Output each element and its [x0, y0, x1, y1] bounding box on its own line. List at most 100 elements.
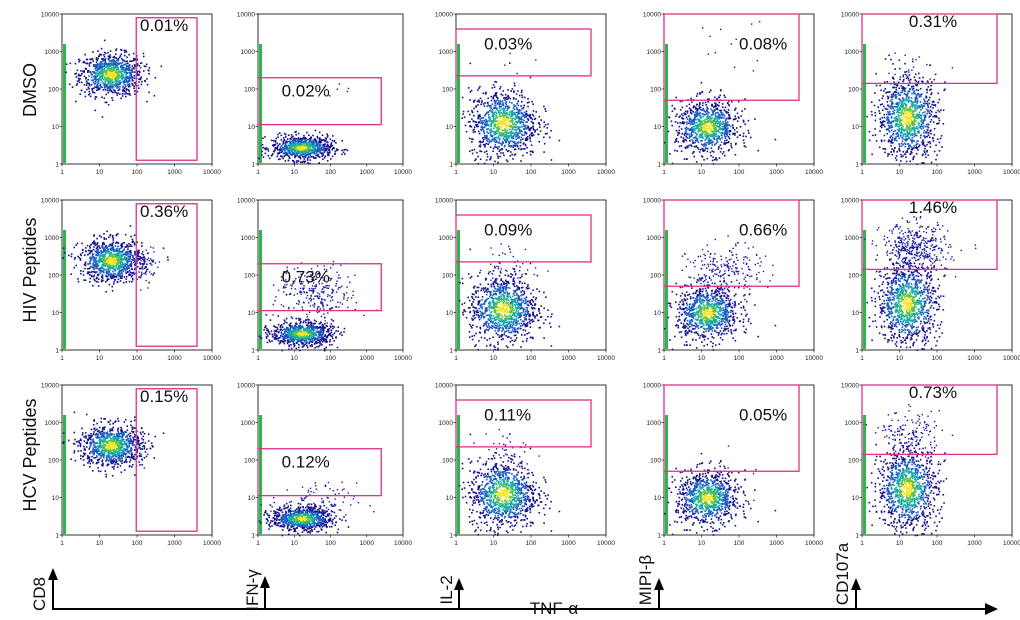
data-point [114, 85, 117, 88]
data-point [129, 75, 131, 77]
data-point [115, 66, 118, 69]
data-point [281, 151, 284, 153]
data-point [916, 126, 918, 128]
data-point [696, 109, 698, 112]
data-point [515, 138, 517, 141]
data-point [89, 70, 92, 73]
data-point [508, 149, 510, 152]
data-point [908, 71, 910, 73]
data-point [284, 151, 287, 154]
data-point [923, 144, 925, 147]
data-point [913, 129, 915, 131]
x-tick-label: 10 [96, 169, 104, 176]
data-point [120, 67, 123, 69]
data-point [928, 136, 931, 139]
data-point [65, 63, 68, 65]
data-point [902, 120, 905, 123]
data-point [893, 111, 895, 114]
data-point [894, 52, 896, 54]
data-point [912, 147, 914, 149]
data-point [698, 133, 701, 136]
data-point [514, 133, 516, 136]
data-point [690, 112, 693, 115]
data-point [886, 122, 889, 124]
data-point [930, 161, 933, 164]
data-point [306, 157, 309, 159]
data-point [100, 79, 102, 82]
data-point [748, 132, 750, 134]
data-point [914, 147, 916, 149]
data-point [879, 103, 882, 106]
data-point [901, 87, 903, 89]
data-point [923, 117, 926, 120]
data-point [483, 136, 485, 139]
data-point [279, 143, 281, 145]
data-point [134, 90, 136, 92]
data-point [890, 104, 893, 106]
data-point [545, 110, 547, 112]
data-point [108, 283, 111, 286]
data-point [284, 152, 286, 155]
data-point [901, 136, 903, 139]
data-point [474, 121, 477, 123]
data-point [721, 117, 723, 119]
data-point [716, 115, 719, 118]
data-point [101, 67, 103, 70]
data-point [104, 101, 107, 104]
data-point [508, 128, 511, 130]
data-point [930, 111, 933, 113]
data-point [84, 62, 86, 64]
data-point [915, 153, 918, 155]
data-point [89, 245, 91, 247]
data-point [505, 112, 507, 114]
data-point [702, 102, 704, 104]
data-point [903, 101, 905, 103]
data-point [893, 86, 896, 89]
data-point [299, 152, 302, 155]
data-point [744, 108, 746, 110]
data-point [735, 107, 737, 110]
data-point [897, 119, 900, 121]
data-point [294, 131, 296, 133]
data-point [727, 102, 729, 104]
data-point [288, 155, 290, 158]
data-point [108, 57, 111, 59]
data-point [877, 106, 879, 108]
data-point [892, 92, 895, 95]
data-point [929, 115, 931, 117]
data-point [520, 112, 523, 114]
data-point [921, 118, 923, 121]
data-point [700, 126, 702, 128]
data-point [704, 139, 706, 141]
data-point [101, 77, 103, 79]
data-point [901, 101, 903, 103]
data-point [92, 72, 95, 74]
data-point [490, 123, 493, 126]
data-point [500, 93, 502, 95]
data-point [911, 149, 914, 151]
data-point [307, 144, 309, 146]
data-point [930, 119, 933, 121]
data-point [718, 124, 721, 126]
data-point [490, 129, 493, 132]
data-point [123, 59, 125, 62]
data-point [710, 135, 712, 138]
data-point [932, 104, 935, 106]
data-point [328, 146, 330, 149]
data-point [492, 97, 494, 99]
data-point [484, 121, 487, 123]
data-point [714, 158, 717, 160]
data-point [684, 127, 687, 130]
data-point [880, 122, 882, 124]
data-point [908, 79, 910, 82]
data-point [886, 116, 888, 119]
data-point [882, 120, 885, 122]
data-point [107, 91, 110, 94]
data-point [498, 133, 501, 136]
data-point [101, 86, 103, 88]
data-point [700, 140, 702, 142]
data-point [495, 112, 498, 115]
data-point [897, 108, 900, 110]
data-point [342, 151, 345, 154]
